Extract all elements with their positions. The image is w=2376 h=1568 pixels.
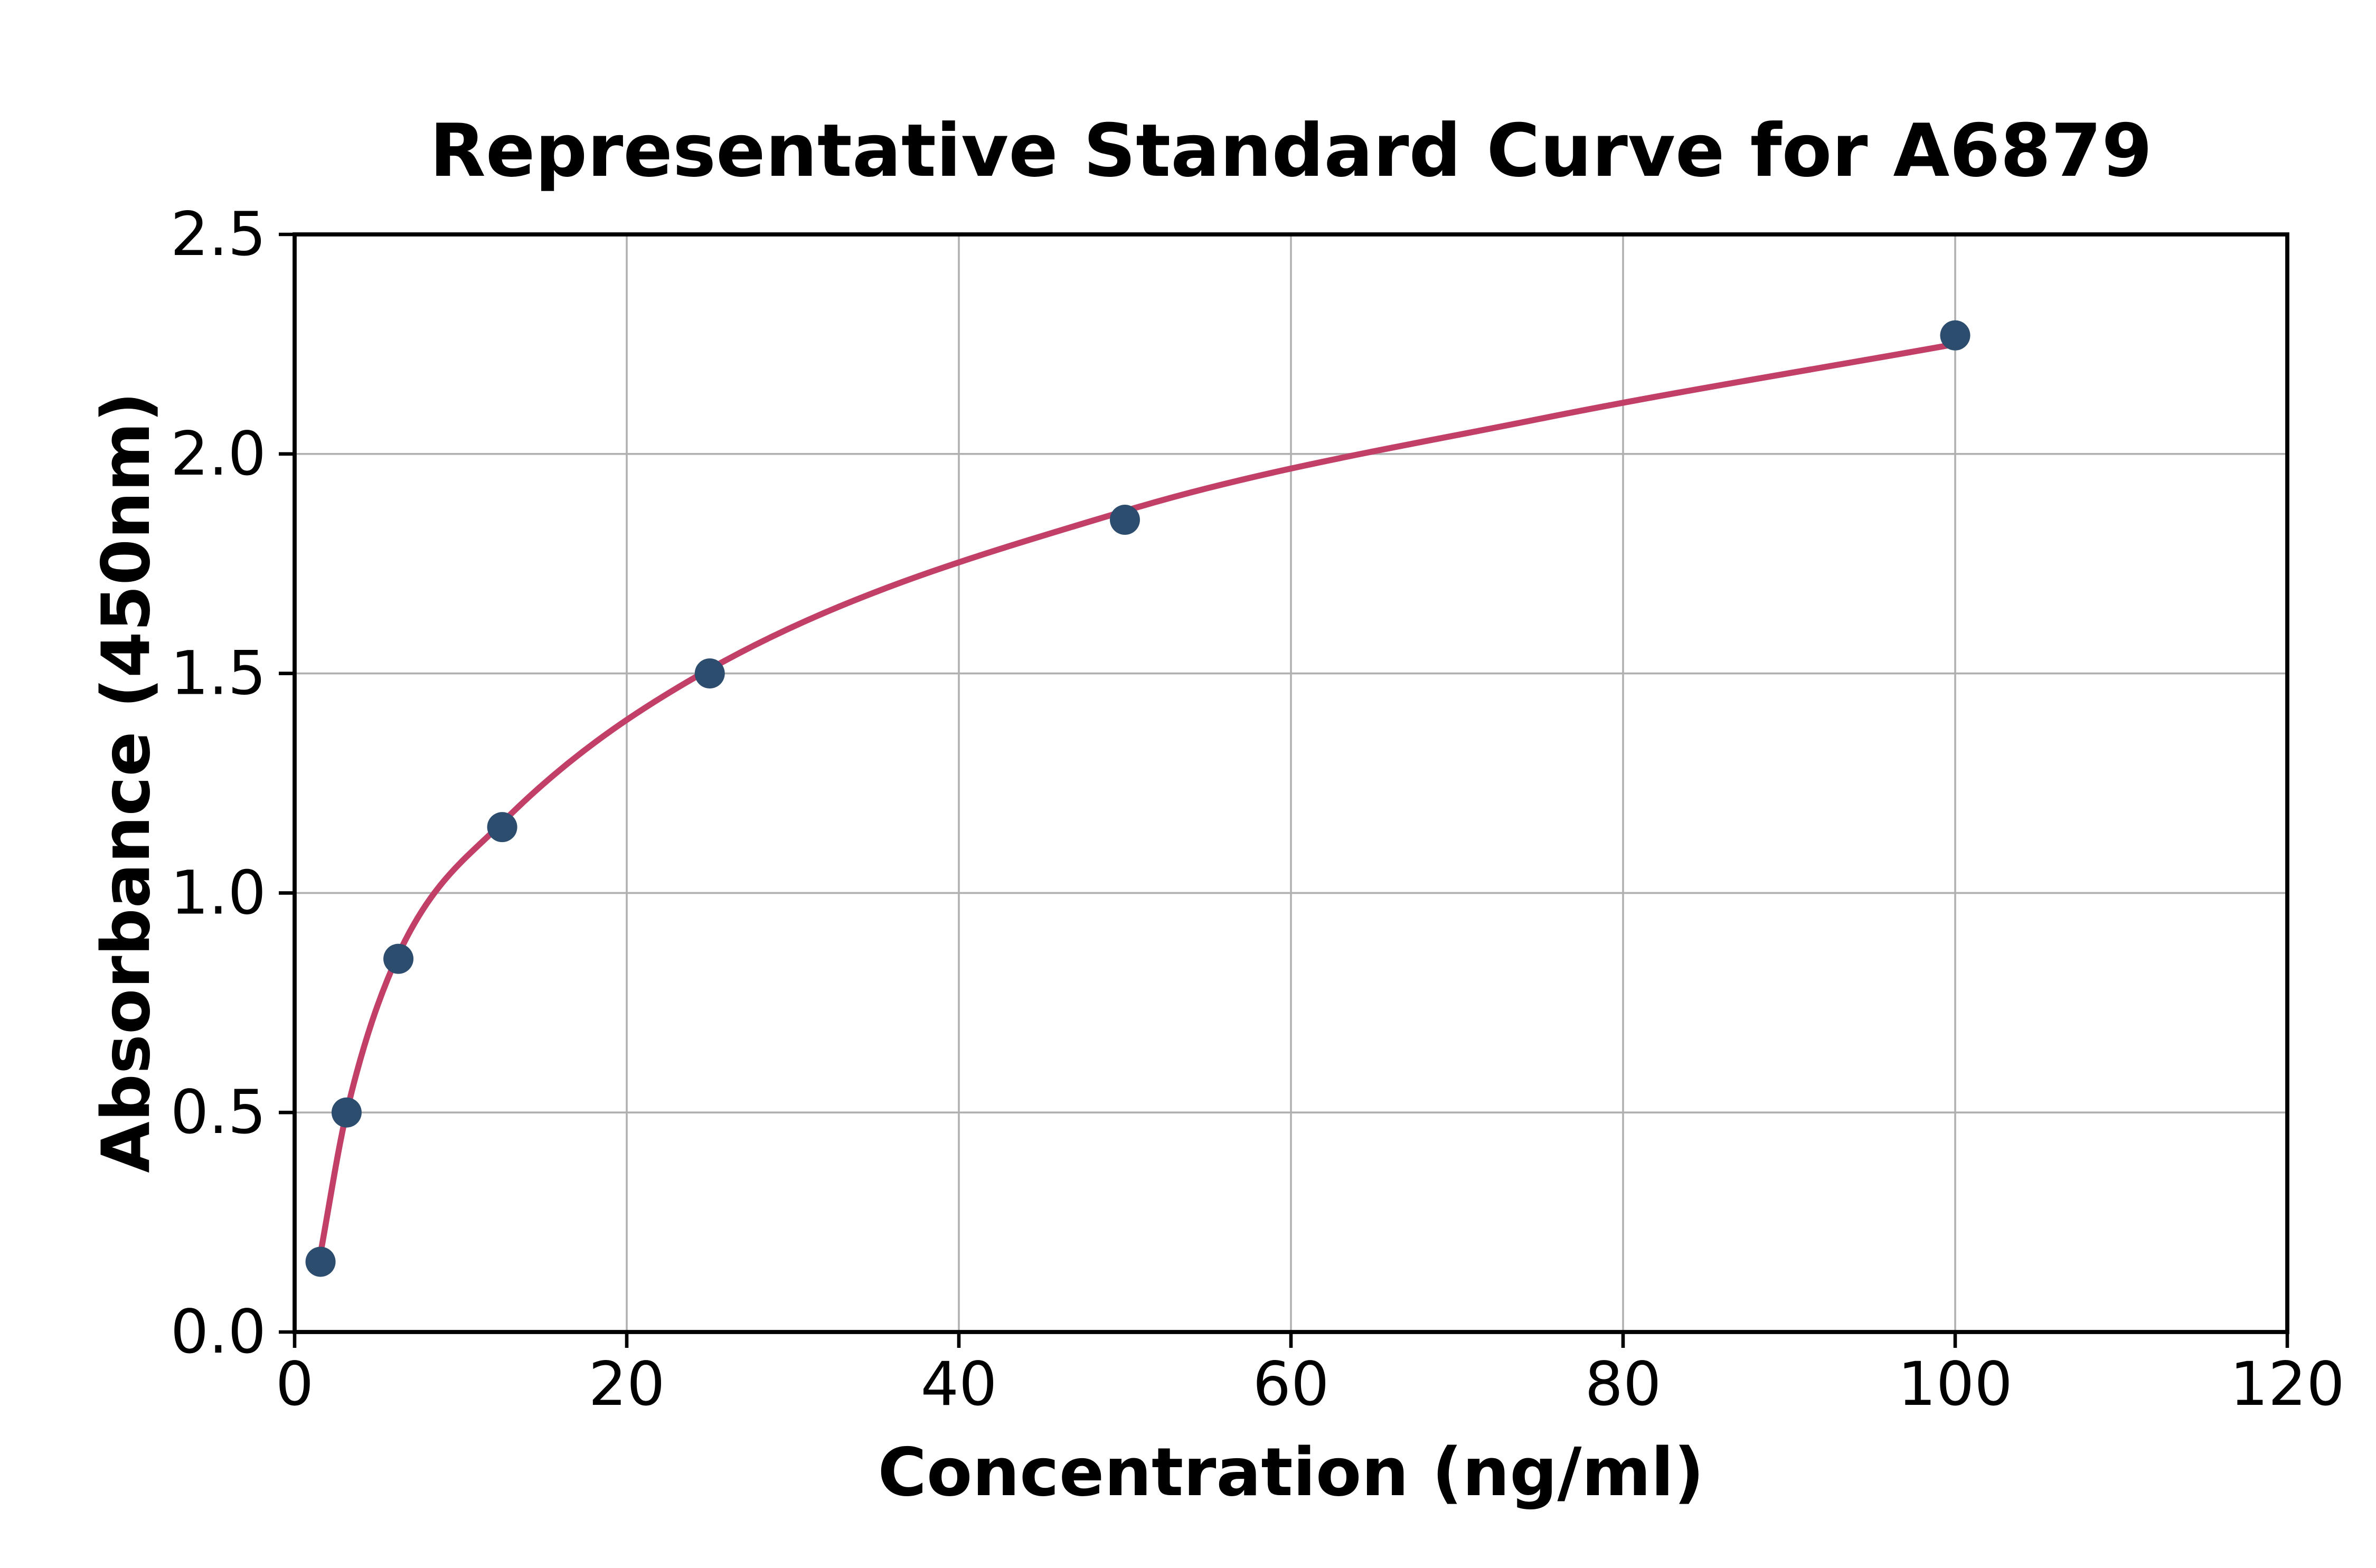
data-point [305,1246,336,1277]
y-tick-label: 2.0 [171,419,266,489]
chart-title: Representative Standard Curve for A6879 [430,108,2153,193]
x-tick-label: 20 [588,1349,665,1419]
x-tick-label: 120 [2230,1349,2345,1419]
data-point [1110,505,1140,535]
y-tick-label: 0.0 [171,1297,266,1367]
x-tick-label: 40 [920,1349,997,1419]
y-tick-label: 2.5 [171,199,266,269]
x-tick-label: 100 [1898,1349,2013,1419]
y-tick-label: 0.5 [171,1077,266,1147]
x-tick-label: 60 [1252,1349,1329,1419]
data-point [1940,320,1970,351]
data-point [487,812,517,843]
plot-area: 0 20 40 60 80 100 120 0.0 0.5 1.0 1.5 2.0 2.5 [171,199,2345,1419]
y-tick-label: 1.0 [171,857,266,928]
data-point [331,1097,362,1128]
data-point [694,658,725,689]
x-tick-label: 80 [1585,1349,1661,1419]
data-point [383,943,414,974]
fit-curve [317,341,1958,1256]
y-axis-title: Absorbance (450nm) [87,392,165,1173]
x-tick-label: 0 [276,1349,314,1419]
y-tick-label: 1.5 [171,638,266,709]
x-axis-title: Concentration (ng/ml) [878,1433,1704,1511]
